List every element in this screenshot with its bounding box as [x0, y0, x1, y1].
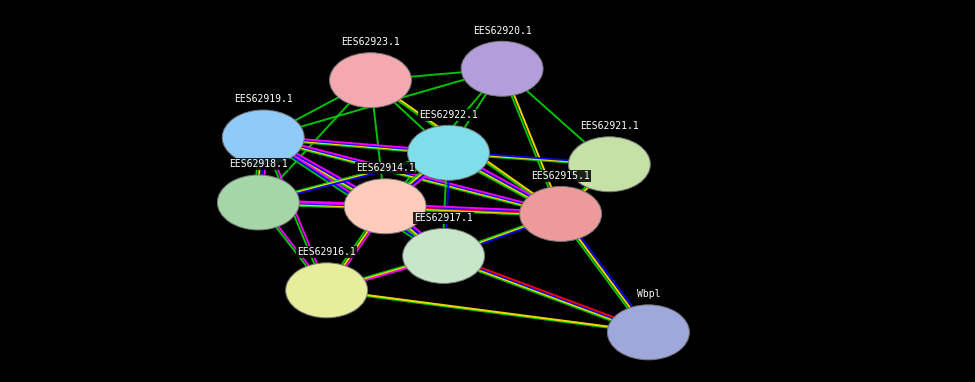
Text: EES62915.1: EES62915.1	[531, 171, 590, 181]
Ellipse shape	[403, 228, 485, 283]
Text: EES62917.1: EES62917.1	[414, 213, 473, 223]
Text: EES62923.1: EES62923.1	[341, 37, 400, 47]
Ellipse shape	[217, 175, 299, 230]
Ellipse shape	[408, 125, 489, 180]
Ellipse shape	[330, 53, 411, 108]
Ellipse shape	[607, 305, 689, 360]
Text: EES62922.1: EES62922.1	[419, 110, 478, 120]
Ellipse shape	[286, 263, 368, 318]
Ellipse shape	[222, 110, 304, 165]
Text: EES62921.1: EES62921.1	[580, 121, 639, 131]
Text: Wbpl: Wbpl	[637, 289, 660, 299]
Ellipse shape	[568, 137, 650, 192]
Text: EES62916.1: EES62916.1	[297, 247, 356, 257]
Text: EES62914.1: EES62914.1	[356, 163, 414, 173]
Ellipse shape	[461, 41, 543, 96]
Text: EES62918.1: EES62918.1	[229, 159, 288, 169]
Ellipse shape	[344, 179, 426, 234]
Ellipse shape	[520, 186, 602, 241]
Text: EES62919.1: EES62919.1	[234, 94, 292, 104]
Text: EES62920.1: EES62920.1	[473, 26, 531, 36]
